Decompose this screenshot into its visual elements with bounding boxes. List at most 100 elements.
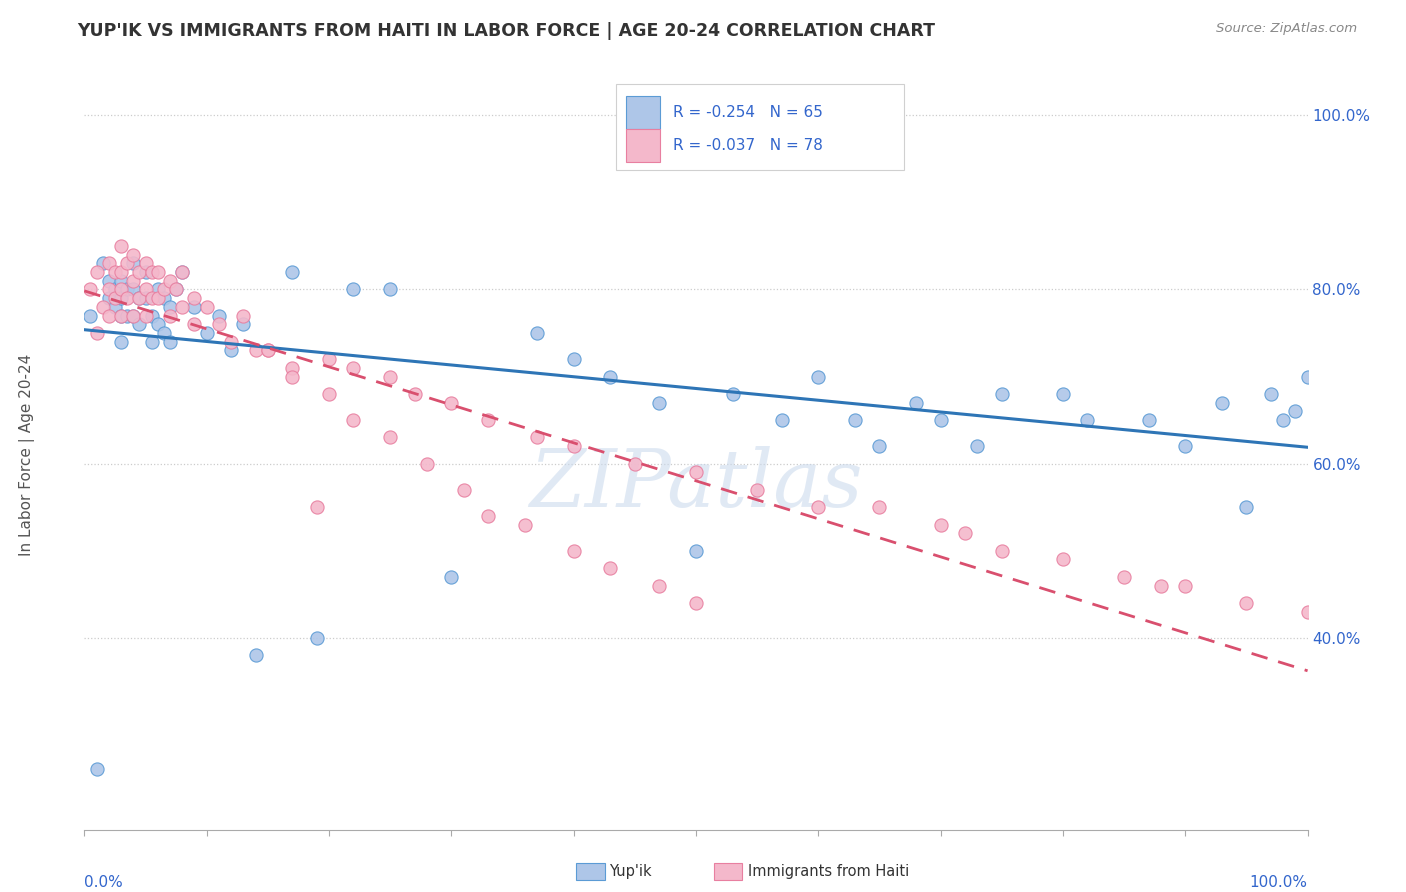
Point	[807, 500, 830, 515]
Text: Source: ZipAtlas.com: Source: ZipAtlas.com	[1216, 22, 1357, 36]
Point	[747, 483, 769, 497]
Point	[721, 387, 744, 401]
Point	[110, 309, 132, 323]
Point	[380, 369, 402, 384]
Point	[219, 334, 242, 349]
Point	[318, 352, 340, 367]
Point	[318, 387, 340, 401]
Point	[141, 265, 163, 279]
Point	[1236, 596, 1258, 610]
Point	[1174, 579, 1197, 593]
Point	[440, 395, 463, 409]
Point	[110, 239, 132, 253]
Point	[1260, 387, 1282, 401]
Point	[104, 282, 127, 296]
Point	[135, 265, 157, 279]
Point	[245, 648, 267, 663]
Point	[128, 265, 150, 279]
Text: 0.0%: 0.0%	[84, 874, 124, 889]
Point	[1114, 570, 1136, 584]
Point	[122, 256, 145, 270]
Point	[110, 309, 132, 323]
Point	[281, 369, 304, 384]
Point	[1174, 439, 1197, 453]
Point	[159, 334, 181, 349]
Point	[128, 317, 150, 331]
Text: R = -0.254   N = 65: R = -0.254 N = 65	[672, 105, 823, 120]
Point	[195, 300, 218, 314]
Point	[477, 413, 499, 427]
Text: In Labor Force | Age 20-24: In Labor Force | Age 20-24	[20, 354, 35, 556]
Point	[562, 352, 585, 367]
Point	[195, 326, 218, 340]
Point	[219, 343, 242, 358]
Point	[1296, 605, 1319, 619]
Point	[91, 300, 114, 314]
Point	[135, 291, 157, 305]
Point	[115, 309, 138, 323]
Point	[648, 579, 671, 593]
Point	[305, 631, 328, 645]
Point	[146, 282, 169, 296]
Point	[172, 300, 194, 314]
Point	[440, 570, 463, 584]
Point	[183, 300, 205, 314]
Point	[416, 457, 439, 471]
Point	[172, 265, 194, 279]
Point	[685, 466, 707, 480]
Point	[141, 309, 163, 323]
Point	[165, 282, 187, 296]
Point	[146, 317, 169, 331]
Point	[159, 300, 181, 314]
Point	[477, 508, 499, 523]
Point	[905, 395, 928, 409]
Point	[110, 334, 132, 349]
Point	[1211, 395, 1233, 409]
Point	[513, 517, 536, 532]
Bar	[626, 128, 661, 162]
Point	[342, 360, 364, 375]
Text: Yup'ik: Yup'ik	[609, 864, 651, 879]
Point	[141, 334, 163, 349]
Point	[648, 395, 671, 409]
Point	[128, 291, 150, 305]
Text: YUP'IK VS IMMIGRANTS FROM HAITI IN LABOR FORCE | AGE 20-24 CORRELATION CHART: YUP'IK VS IMMIGRANTS FROM HAITI IN LABOR…	[77, 22, 935, 40]
Point	[122, 282, 145, 296]
Point	[1236, 500, 1258, 515]
Point	[526, 430, 548, 444]
Bar	[626, 95, 661, 129]
Point	[342, 282, 364, 296]
Point	[135, 309, 157, 323]
Point	[526, 326, 548, 340]
Point	[281, 265, 304, 279]
Point	[869, 500, 891, 515]
Point	[79, 282, 101, 296]
Point	[380, 430, 402, 444]
Point	[232, 309, 254, 323]
Point	[115, 256, 138, 270]
Point	[1052, 552, 1074, 566]
Point	[453, 483, 475, 497]
Point	[599, 369, 621, 384]
Text: ZIPatlas: ZIPatlas	[529, 446, 863, 524]
Point	[844, 413, 866, 427]
Point	[1150, 579, 1173, 593]
Point	[135, 282, 157, 296]
Point	[79, 309, 101, 323]
Point	[562, 543, 585, 558]
Point	[86, 762, 108, 776]
Point	[104, 291, 127, 305]
Point	[953, 526, 976, 541]
Point	[97, 282, 120, 296]
Point	[257, 343, 280, 358]
Point	[770, 413, 793, 427]
Point	[97, 274, 120, 288]
Point	[281, 360, 304, 375]
Point	[110, 282, 132, 296]
Point	[153, 326, 176, 340]
Text: Immigrants from Haiti: Immigrants from Haiti	[748, 864, 910, 879]
Point	[562, 439, 585, 453]
Point	[929, 413, 952, 427]
Point	[110, 291, 132, 305]
Point	[1052, 387, 1074, 401]
